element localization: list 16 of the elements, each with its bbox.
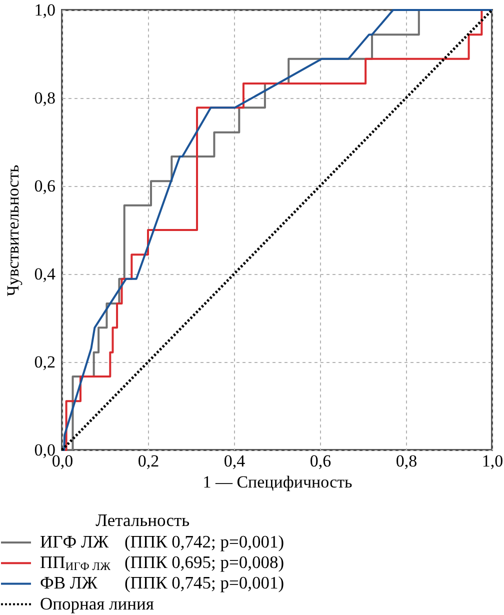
legend-label: Опорная линия [40,593,154,614]
legend-title: Летальность [96,510,190,530]
y-tick-label: 0,2 [34,352,56,372]
x-tick-label: 1,0 [482,452,504,470]
x-tick-label: 0,2 [138,452,160,470]
x-tick-label: 0,4 [224,452,246,470]
y-tick-label: 0,8 [34,88,56,108]
y-tick-label: 0,6 [34,176,56,196]
x-axis-title: 1 — Специфичность [202,472,353,492]
y-axis-title: Чувствительность [3,164,22,296]
legend-label: ИГФ ЛЖ (ППК 0,742; p=0,001) [40,532,284,552]
y-tick-label: 0,4 [34,264,56,284]
x-tick-label: 0,6 [310,452,332,470]
y-tick-label: 1,0 [34,0,56,20]
text: ФВ ЛЖ (ППК 0,745; p=0,001) [40,572,284,593]
x-tick-label: 0,8 [396,452,418,470]
